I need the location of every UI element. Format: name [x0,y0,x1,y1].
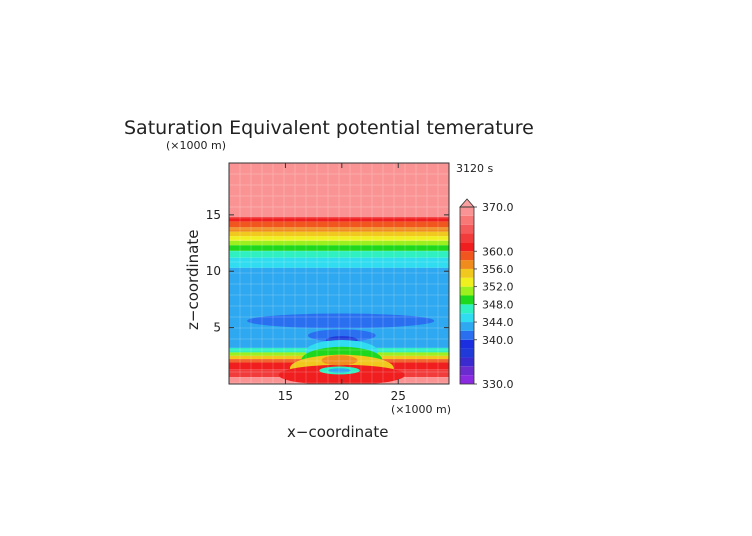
colorbar-segment-0 [460,375,474,384]
x-tick-label-2: 25 [391,389,406,403]
y-axis-ticks: 5 10 15 [206,208,449,335]
y-axis-label: z−coordinate [184,230,202,330]
colorbar-segment-12 [460,268,474,278]
colorbar-segment-16 [460,233,474,243]
contour-feature-6 [278,364,405,384]
x-tick-label-1: 20 [334,389,349,403]
colorbar-segment-18 [460,215,474,225]
contour-band-4 [229,227,449,232]
x-axis-label: x−coordinate [287,423,388,441]
contour-band-5 [229,231,449,237]
colorbar-segment-3 [460,348,474,358]
y-tick-label-1: 10 [206,264,221,278]
chart-title: Saturation Equivalent potential temeratu… [124,117,534,139]
y-tick-label-2: 15 [206,208,221,222]
contour-band-3 [229,221,449,228]
colorbar-label-2: 356.0 [482,263,514,276]
y-tick-label-0: 5 [213,321,221,335]
colorbar-segment-11 [460,277,474,287]
colorbar-label-1: 360.0 [482,245,514,258]
colorbar-segment-15 [460,242,474,252]
contour-band-1 [229,206,449,218]
colorbar-label-7: 330.0 [482,378,514,391]
colorbar-overflow-arrow [459,198,475,208]
x-axis-unit: (×1000 m) [391,403,451,416]
x-tick-label-0: 15 [278,389,293,403]
contour-band-2 [229,217,449,222]
colorbar-label-5: 344.0 [482,316,514,329]
colorbar: 370.0 360.0 356.0 352.0 348.0 344.0 340.0 330.0 [459,198,514,391]
grid-lines [229,163,449,384]
colorbar-segment-2 [460,357,474,367]
colorbar-segment-10 [460,286,474,296]
colorbar-segment-1 [460,366,474,376]
colorbar-segment-14 [460,251,474,261]
contour-feature-1 [307,329,376,342]
colorbar-label-3: 352.0 [482,281,514,294]
x-axis-ticks: 15 20 25 [278,163,406,403]
colorbar-frame [459,206,475,385]
colorbar-segment-19 [460,207,474,216]
colorbar-label-0: 370.0 [482,201,514,214]
contour-band-0 [229,163,449,207]
plot-area [229,163,449,384]
colorbar-segment-8 [460,304,474,314]
colorbar-segment-7 [460,313,474,323]
colorbar-segment-13 [460,260,474,269]
colorbar-label-6: 340.0 [482,334,514,347]
contour-band-9 [229,250,449,258]
contour-band-7 [229,240,449,246]
contour-feature-9 [328,368,351,373]
contour-band-6 [229,236,449,241]
y-axis-unit: (×1000 m) [166,139,226,152]
plot-frame [228,162,450,385]
contour-feature-7 [321,355,358,366]
colorbar-label-4: 348.0 [482,298,514,311]
contour-band-8 [229,245,449,251]
contour-band-10 [229,257,449,268]
colorbar-segment-9 [460,295,474,305]
colorbar-segment-5 [460,330,474,340]
colorbar-segment-4 [460,339,474,349]
colorbar-segment-6 [460,322,474,331]
time-label: 3120 s [456,162,493,175]
contour-feature-0 [247,313,435,329]
colorbar-segment-17 [460,224,474,234]
